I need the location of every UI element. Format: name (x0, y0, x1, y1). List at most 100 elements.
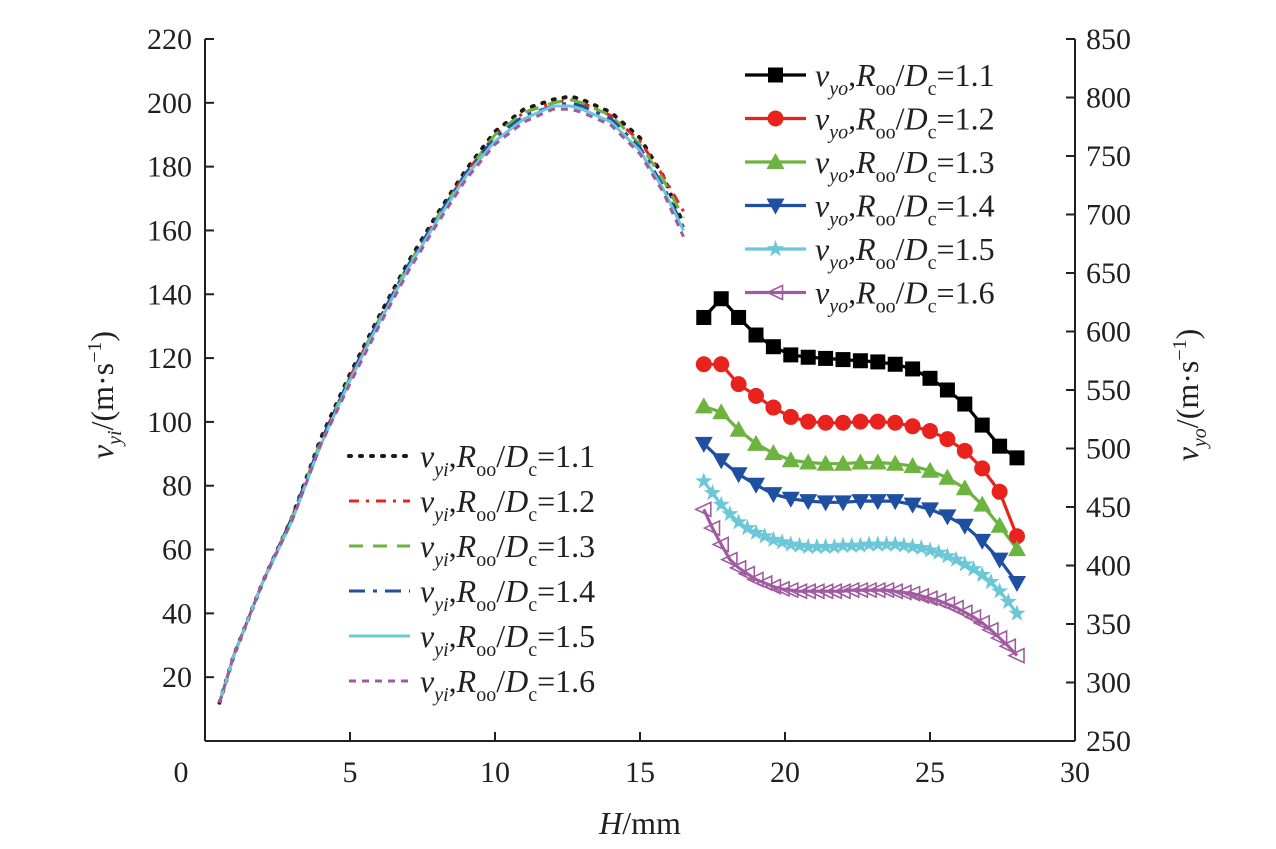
y-left-tick-label: 100 (147, 406, 192, 439)
marker-vyo-1.5 (895, 536, 913, 553)
marker-vyo-1.6 (833, 582, 851, 600)
marker-vyo-1.6 (693, 501, 712, 518)
marker-vyo-1.4 (1008, 576, 1026, 593)
marker-vyo-1.1 (713, 291, 729, 307)
x-tick-label: 30 (1060, 756, 1090, 789)
marker-vyo-1.5 (834, 536, 852, 553)
marker-vyo-1.5 (843, 536, 861, 553)
x-tick-label: 25 (915, 756, 945, 789)
legend-marker-vyo-1.5 (766, 240, 785, 257)
marker-vyo-1.5 (964, 560, 983, 577)
legend-marker-vyo-1.3 (766, 153, 785, 169)
marker-vyo-1.4 (694, 436, 713, 453)
y-left-tick-label: 60 (162, 534, 192, 567)
legend-label-vyo-1.1: vyo,Roo/Dc=1.1 (815, 57, 995, 100)
x-tick-label: 10 (480, 756, 510, 789)
legend-label-vyo-1.6: vyo,Roo/Dc=1.6 (815, 275, 995, 318)
marker-vyo-1.3 (921, 461, 939, 478)
marker-vyo-1.2 (922, 422, 938, 439)
marker-vyo-1.1 (922, 370, 938, 386)
x-tick-label: 15 (625, 756, 655, 789)
marker-vyo-1.2 (800, 413, 817, 430)
legend-marker-vyo-1.4 (766, 198, 785, 215)
marker-vyo-1.6 (728, 559, 747, 577)
marker-vyo-1.6 (711, 536, 730, 553)
marker-vyo-1.2 (974, 460, 991, 477)
y-right-tick-label: 300 (1086, 667, 1131, 700)
marker-vyo-1.5 (703, 484, 722, 501)
marker-vyo-1.2 (782, 408, 799, 425)
y-right-tick-label: 850 (1086, 23, 1131, 56)
marker-vyo-1.5 (869, 535, 887, 552)
y-right-tick-label: 250 (1086, 725, 1131, 758)
marker-vyo-1.5 (860, 535, 878, 552)
marker-vyo-1.2 (939, 431, 956, 448)
marker-vyo-1.5 (790, 536, 809, 553)
marker-vyo-1.3 (799, 453, 818, 470)
legend-label-vyo-1.2: vyo,Roo/Dc=1.2 (815, 101, 995, 144)
marker-vyo-1.6 (815, 582, 834, 600)
legend-label-vyi-1.5: vyi,Roo/Dc=1.5 (420, 618, 595, 661)
marker-vyo-1.6 (737, 565, 756, 582)
marker-vyo-1.3 (938, 468, 957, 485)
marker-vyo-1.6 (989, 629, 1008, 647)
marker-vyo-1.2 (713, 356, 730, 373)
y-right-tick-label: 350 (1086, 608, 1131, 641)
marker-vyo-1.1 (731, 309, 747, 325)
marker-vyo-1.5 (912, 539, 930, 556)
legend-label-vyi-1.2: vyi,Roo/Dc=1.2 (420, 483, 595, 526)
marker-vyo-1.3 (781, 451, 800, 468)
marker-vyo-1.3 (851, 453, 870, 470)
marker-vyo-1.3 (903, 457, 922, 474)
tick-labels: 0 5 10 15 20 25 30 20 40 60 80 100 120 140 160 180 200 22… (147, 23, 1131, 789)
legend-marker-vyo-1.1 (768, 67, 783, 83)
marker-vyo-1.3 (990, 516, 1009, 533)
marker-vyo-1.5 (904, 537, 922, 555)
series-line-vyo-1.1 (702, 296, 1018, 460)
marker-vyo-1.5 (738, 519, 756, 536)
marker-vyo-1.6 (702, 519, 721, 537)
marker-vyo-1.3 (973, 495, 992, 512)
marker-vyo-1.5 (756, 527, 774, 544)
marker-vyo-1.4 (781, 491, 800, 508)
axes (204, 38, 1076, 742)
marker-vyo-1.3 (834, 454, 852, 471)
y-left-axis-label: vyi/(m·s−1) (84, 331, 126, 459)
marker-vyo-1.5 (886, 535, 904, 552)
marker-vyo-1.2 (730, 376, 747, 393)
marker-vyo-1.3 (694, 397, 713, 414)
marker-vyo-1.1 (887, 356, 903, 372)
marker-vyo-1.1 (852, 353, 868, 369)
marker-vyo-1.5 (808, 537, 826, 555)
marker-vyo-1.1 (939, 382, 955, 398)
marker-vyo-1.4 (868, 494, 887, 511)
marker-vyo-1.1 (870, 354, 886, 370)
marker-vyo-1.1 (818, 350, 834, 366)
marker-vyo-1.6 (1007, 647, 1025, 664)
series-line-vyi-1.4 (218, 101, 685, 704)
marker-vyo-1.1 (765, 339, 781, 355)
marker-vyo-1.1 (957, 396, 973, 412)
marker-vyo-1.5 (764, 530, 782, 547)
marker-vyo-1.3 (712, 403, 731, 420)
marker-vyo-1.4 (903, 497, 922, 514)
y-right-tick-label: 450 (1086, 491, 1131, 524)
y-left-tick-label: 160 (147, 214, 192, 247)
marker-vyo-1.6 (789, 582, 808, 600)
legend-label-vyi-1.4: vyi,Roo/Dc=1.4 (420, 573, 595, 616)
marker-vyo-1.4 (712, 453, 731, 470)
series-markers (693, 291, 1026, 664)
marker-vyo-1.1 (696, 309, 712, 325)
marker-vyo-1.6 (972, 614, 991, 632)
marker-vyo-1.1 (748, 327, 764, 343)
y-right-tick-label: 400 (1086, 550, 1131, 583)
marker-vyo-1.5 (695, 472, 713, 489)
y-right-tick-label: 650 (1086, 257, 1131, 290)
marker-vyo-1.4 (816, 495, 835, 512)
legend-label-vyo-1.3: vyo,Roo/Dc=1.3 (815, 144, 995, 187)
marker-vyo-1.5 (999, 592, 1017, 610)
marker-vyo-1.2 (852, 413, 869, 430)
marker-vyo-1.3 (955, 479, 974, 496)
marker-vyo-1.6 (876, 581, 895, 599)
